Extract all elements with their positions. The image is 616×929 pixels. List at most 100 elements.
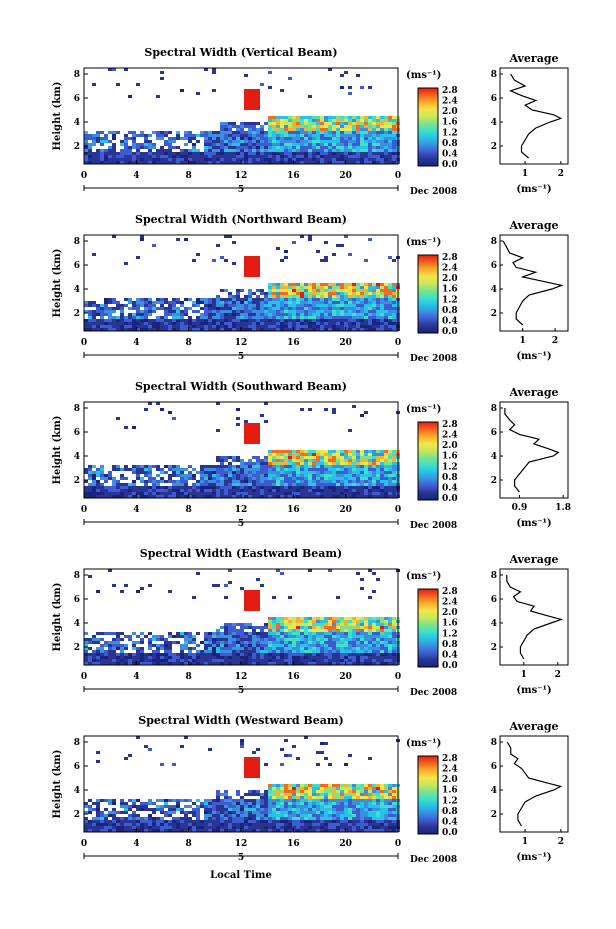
heatmap-cell bbox=[392, 116, 396, 119]
heatmap-cell bbox=[196, 319, 200, 322]
heatmap-cell bbox=[140, 146, 144, 149]
heatmap-cell bbox=[308, 304, 312, 307]
heatmap-cell bbox=[236, 328, 240, 331]
heatmap-cell bbox=[356, 662, 360, 665]
heatmap-cell bbox=[336, 468, 340, 471]
heatmap-cell bbox=[256, 748, 260, 751]
heatmap-cell bbox=[292, 143, 296, 146]
heatmap-cell bbox=[156, 492, 160, 495]
heatmap-cell bbox=[300, 313, 304, 316]
heatmap-cell bbox=[252, 474, 256, 477]
heatmap-cell bbox=[84, 161, 88, 164]
heatmap-cell bbox=[96, 495, 100, 498]
heatmap-cell bbox=[304, 629, 308, 632]
heatmap-cell bbox=[168, 650, 172, 653]
heatmap-cell bbox=[300, 235, 304, 238]
heatmap-cell bbox=[268, 292, 272, 295]
heatmap-cell bbox=[204, 158, 208, 161]
heatmap-cell bbox=[160, 656, 164, 659]
heatmap-cell bbox=[208, 650, 212, 653]
heatmap-cell bbox=[280, 802, 284, 805]
heatmap-cell bbox=[128, 656, 132, 659]
heatmap-cell bbox=[316, 489, 320, 492]
heatmap-cell bbox=[100, 307, 104, 310]
heatmap-cell bbox=[264, 626, 268, 629]
heatmap-cell bbox=[244, 325, 248, 328]
heatmap-cell bbox=[328, 468, 332, 471]
heatmap-cell bbox=[160, 298, 164, 301]
heatmap-cell bbox=[312, 662, 316, 665]
heatmap-cell bbox=[236, 793, 240, 796]
heatmap-cell bbox=[344, 125, 348, 128]
heatmap-cell bbox=[88, 495, 92, 498]
heatmap-cell bbox=[244, 763, 248, 766]
heatmap-cell bbox=[380, 319, 384, 322]
heatmap-cell bbox=[228, 820, 232, 823]
heatmap-cell bbox=[216, 146, 220, 149]
heatmap-cell bbox=[160, 131, 164, 134]
heatmap-cell bbox=[292, 140, 296, 143]
heatmap-cell bbox=[244, 659, 248, 662]
side-profile-line bbox=[506, 575, 564, 660]
heatmap-cell bbox=[364, 298, 368, 301]
heatmap-cell bbox=[260, 137, 264, 140]
heatmap-cell bbox=[348, 134, 352, 137]
heatmap-cell bbox=[264, 662, 268, 665]
heatmap-cell bbox=[292, 659, 296, 662]
heatmap-cell bbox=[308, 647, 312, 650]
heatmap-cell bbox=[280, 313, 284, 316]
heatmap-cell bbox=[324, 283, 328, 286]
heatmap-cell bbox=[260, 468, 264, 471]
heatmap-cell bbox=[164, 823, 168, 826]
heatmap-cell bbox=[340, 617, 344, 620]
heatmap-cell bbox=[236, 629, 240, 632]
heatmap-cell bbox=[348, 495, 352, 498]
heatmap-cell bbox=[372, 629, 376, 632]
heatmap-cell bbox=[276, 453, 280, 456]
heatmap-cell bbox=[244, 766, 248, 769]
heatmap-cell bbox=[268, 325, 272, 328]
heatmap-cell bbox=[376, 483, 380, 486]
heatmap-cell bbox=[364, 283, 368, 286]
heatmap-cell bbox=[280, 492, 284, 495]
heatmap-cell bbox=[280, 289, 284, 292]
heatmap-cell bbox=[228, 137, 232, 140]
heatmap-cell bbox=[288, 122, 292, 125]
heatmap-cell bbox=[300, 480, 304, 483]
heatmap-cell bbox=[312, 286, 316, 289]
heatmap-cell bbox=[116, 480, 120, 483]
heatmap-cell bbox=[176, 471, 180, 474]
heatmap-cell bbox=[148, 662, 152, 665]
heatmap-cell bbox=[168, 319, 172, 322]
heatmap-cell bbox=[244, 593, 248, 596]
heatmap-cell bbox=[324, 319, 328, 322]
heatmap-cell bbox=[316, 161, 320, 164]
heatmap-cell bbox=[164, 802, 168, 805]
heatmap-cell bbox=[280, 128, 284, 131]
heatmap-cell bbox=[220, 495, 224, 498]
heatmap-cell bbox=[208, 659, 212, 662]
heatmap-cell bbox=[304, 477, 308, 480]
heatmap-cell bbox=[232, 495, 236, 498]
heatmap-cell bbox=[100, 328, 104, 331]
heatmap-cell bbox=[168, 474, 172, 477]
heatmap-cell bbox=[268, 307, 272, 310]
heatmap-cell bbox=[188, 158, 192, 161]
heatmap-cell bbox=[312, 298, 316, 301]
heatmap-cell bbox=[360, 656, 364, 659]
heatmap-cell bbox=[280, 477, 284, 480]
heatmap-cell bbox=[212, 650, 216, 653]
heatmap-cell bbox=[292, 119, 296, 122]
heatmap-cell bbox=[156, 328, 160, 331]
heatmap-cell bbox=[276, 152, 280, 155]
heatmap-cell bbox=[284, 149, 288, 152]
heatmap-cell bbox=[176, 641, 180, 644]
heatmap-cell bbox=[248, 304, 252, 307]
heatmap-cell bbox=[228, 802, 232, 805]
date-label: Dec 2008 bbox=[410, 521, 457, 531]
heatmap-cell bbox=[204, 489, 208, 492]
heatmap-cell bbox=[332, 313, 336, 316]
heatmap-cell bbox=[196, 808, 200, 811]
heatmap-cell bbox=[220, 817, 224, 820]
heatmap-cell bbox=[276, 134, 280, 137]
